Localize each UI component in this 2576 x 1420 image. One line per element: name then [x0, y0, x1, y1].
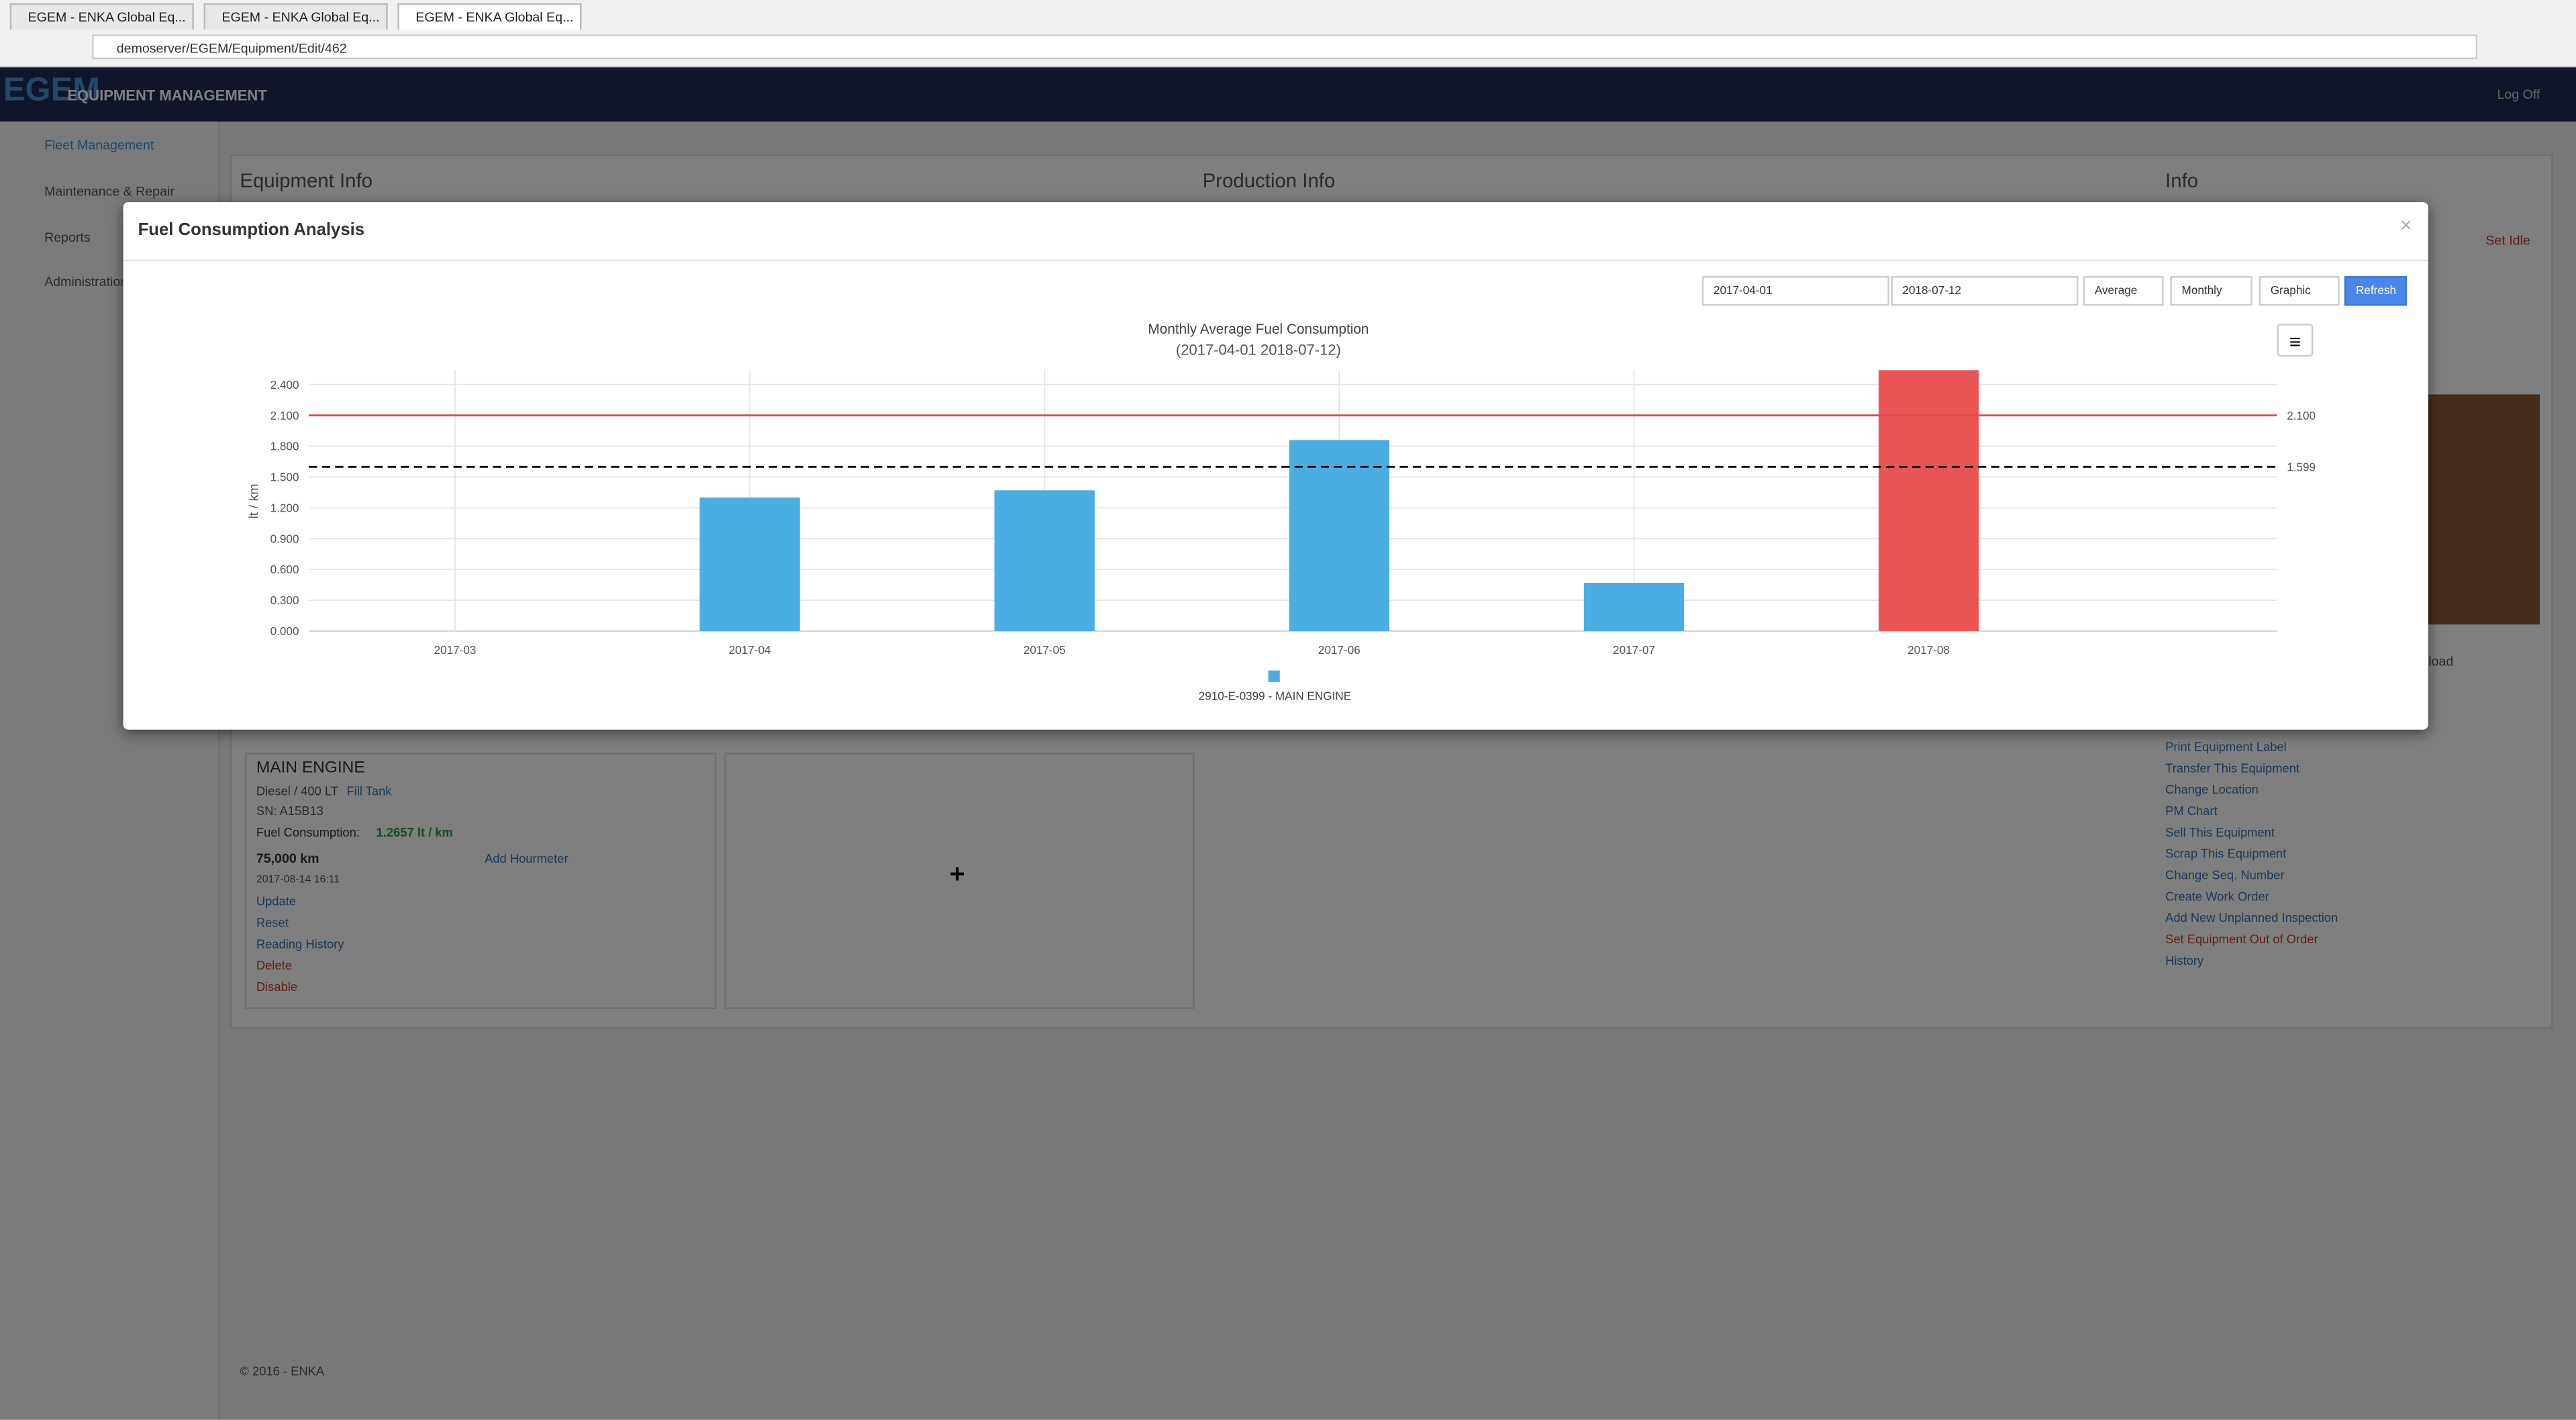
- date-from[interactable]: 2017-04-01: [1701, 276, 1889, 306]
- tab[interactable]: EGEM - ENKA Global Eq...: [397, 3, 582, 30]
- date-to[interactable]: 2018-07-12: [1891, 276, 2079, 306]
- modal: [123, 202, 2428, 730]
- method-select[interactable]: Average: [2083, 276, 2164, 306]
- address-bar[interactable]: demoserver/EGEM/Equipment/Edit/462: [92, 34, 2478, 60]
- tab[interactable]: EGEM - ENKA Global Eq...: [203, 3, 388, 30]
- chart-menu[interactable]: ≡: [2277, 324, 2314, 357]
- view-select[interactable]: Graphic: [2259, 276, 2340, 306]
- modal-title: Fuel Consumption Analysis: [138, 220, 365, 240]
- refresh-button[interactable]: Refresh: [2344, 276, 2407, 306]
- period-select[interactable]: Monthly: [2170, 276, 2252, 306]
- modal-divider: [123, 259, 2428, 262]
- close[interactable]: ×: [2400, 214, 2412, 237]
- tab[interactable]: EGEM - ENKA Global Eq...: [9, 3, 194, 30]
